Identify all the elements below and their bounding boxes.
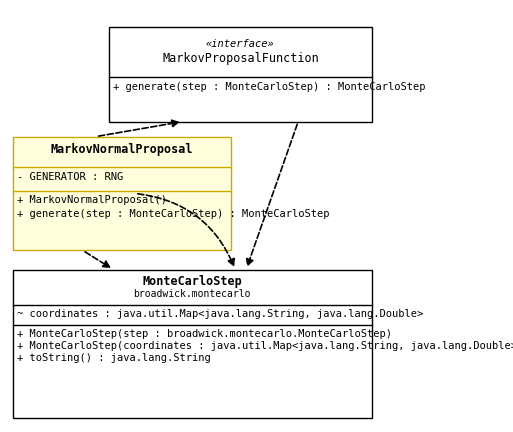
Bar	[13, 270, 371, 418]
Text: MarkovProposalFunction: MarkovProposalFunction	[162, 52, 319, 65]
Text: MonteCarloStep: MonteCarloStep	[143, 275, 242, 288]
Text: - GENERATOR : RNG: - GENERATOR : RNG	[17, 172, 123, 182]
Bar	[13, 137, 231, 250]
Text: + MarkovNormalProposal(): + MarkovNormalProposal()	[17, 195, 167, 205]
Bar	[109, 27, 371, 121]
Text: + MonteCarloStep(coordinates : java.util.Map<java.lang.String, java.lang.Double>: + MonteCarloStep(coordinates : java.util…	[17, 341, 513, 351]
Text: ~ coordinates : java.util.Map<java.lang.String, java.lang.Double>: ~ coordinates : java.util.Map<java.lang.…	[17, 309, 423, 319]
Text: + MonteCarloStep(step : broadwick.montecarlo.MonteCarloStep): + MonteCarloStep(step : broadwick.montec…	[17, 329, 392, 339]
Text: «interface»: «interface»	[206, 39, 275, 49]
Text: broadwick.montecarlo: broadwick.montecarlo	[133, 289, 251, 299]
Text: + generate(step : MonteCarloStep) : MonteCarloStep: + generate(step : MonteCarloStep) : Mont…	[113, 82, 426, 92]
Text: MarkovNormalProposal: MarkovNormalProposal	[51, 143, 193, 156]
Text: + toString() : java.lang.String: + toString() : java.lang.String	[17, 353, 210, 363]
Text: + generate(step : MonteCarloStep) : MonteCarloStep: + generate(step : MonteCarloStep) : Mont…	[17, 209, 329, 219]
